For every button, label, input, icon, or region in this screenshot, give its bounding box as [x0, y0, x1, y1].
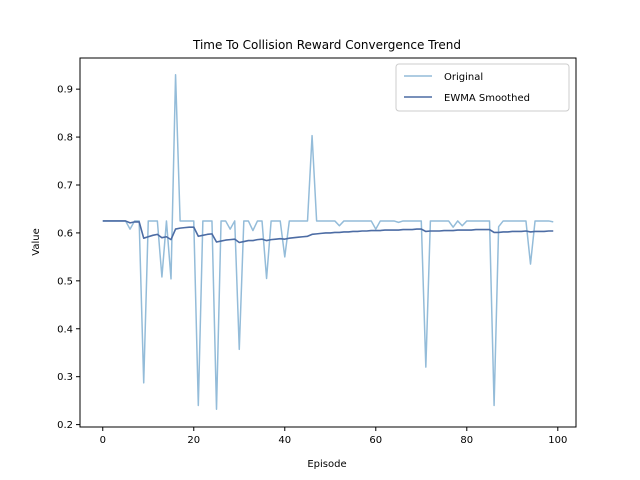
series-line-ewma-smoothed [102, 220, 554, 244]
legend-label: Original [444, 72, 483, 83]
x-axis-label: Episode [307, 459, 346, 470]
y-tick-label: 0.3 [57, 372, 73, 383]
y-tick-label: 0.4 [57, 324, 73, 335]
x-tick-label: 60 [369, 435, 382, 446]
y-tick-label: 0.8 [57, 133, 73, 144]
y-axis-label: Value [31, 228, 42, 255]
y-tick-label: 0.5 [57, 276, 73, 287]
y-tick-label: 0.9 [57, 85, 73, 96]
y-tick-label: 0.7 [57, 180, 73, 191]
plot-area [102, 74, 554, 411]
legend-label: EWMA Smoothed [444, 93, 530, 104]
legend-box [395, 63, 570, 112]
x-tick-label: 100 [548, 435, 567, 446]
series-line-original [102, 74, 554, 411]
y-tick-label: 0.2 [57, 420, 73, 431]
y-tick-label: 0.6 [57, 228, 73, 239]
plot-frame [79, 57, 577, 428]
x-tick-label: 20 [187, 435, 200, 446]
x-tick-label: 40 [278, 435, 291, 446]
x-tick-label: 0 [100, 435, 106, 446]
x-tick-label: 80 [460, 435, 473, 446]
chart-title: Time To Collision Reward Convergence Tre… [192, 38, 461, 52]
legend: Original EWMA Smoothed [395, 63, 570, 112]
x-axis: 0 20 40 60 80 100 [100, 427, 567, 446]
y-axis: 0.2 0.3 0.4 0.5 0.6 0.7 0.8 0.9 [57, 85, 80, 431]
